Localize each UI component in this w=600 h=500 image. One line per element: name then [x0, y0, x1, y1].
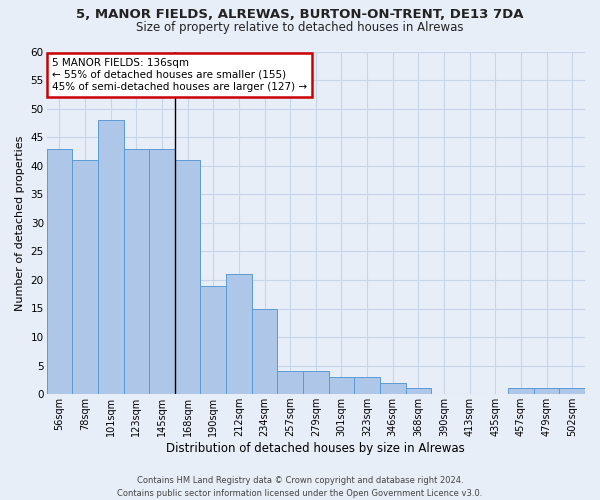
Bar — [534, 388, 559, 394]
Y-axis label: Number of detached properties: Number of detached properties — [15, 135, 25, 310]
Bar — [508, 388, 534, 394]
Bar — [149, 148, 175, 394]
Bar — [329, 377, 354, 394]
Text: Contains HM Land Registry data © Crown copyright and database right 2024.
Contai: Contains HM Land Registry data © Crown c… — [118, 476, 482, 498]
Bar — [175, 160, 200, 394]
Bar — [277, 372, 303, 394]
Bar — [559, 388, 585, 394]
Bar — [251, 308, 277, 394]
Text: 5 MANOR FIELDS: 136sqm
← 55% of detached houses are smaller (155)
45% of semi-de: 5 MANOR FIELDS: 136sqm ← 55% of detached… — [52, 58, 307, 92]
Bar — [380, 382, 406, 394]
Bar — [98, 120, 124, 394]
Bar — [72, 160, 98, 394]
Text: 5, MANOR FIELDS, ALREWAS, BURTON-ON-TRENT, DE13 7DA: 5, MANOR FIELDS, ALREWAS, BURTON-ON-TREN… — [76, 8, 524, 20]
X-axis label: Distribution of detached houses by size in Alrewas: Distribution of detached houses by size … — [166, 442, 465, 455]
Bar — [200, 286, 226, 394]
Bar — [226, 274, 251, 394]
Text: Size of property relative to detached houses in Alrewas: Size of property relative to detached ho… — [136, 21, 464, 34]
Bar — [303, 372, 329, 394]
Bar — [124, 148, 149, 394]
Bar — [354, 377, 380, 394]
Bar — [406, 388, 431, 394]
Bar — [47, 148, 72, 394]
